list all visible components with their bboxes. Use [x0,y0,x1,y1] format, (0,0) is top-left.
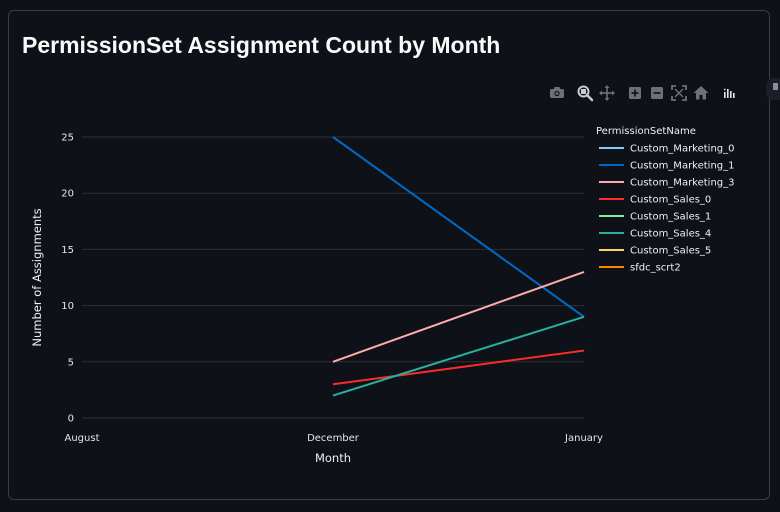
series-lines[interactable] [332,136,585,397]
legend-label: Custom_Sales_5 [630,246,711,257]
y-tick-label: 5 [68,357,74,368]
legend[interactable]: PermissionSetName Custom_Marketing_0 Cust… [596,126,735,274]
x-tick-label: December [307,433,360,444]
x-tick-label: August [65,433,100,444]
y-tick-label: 25 [61,133,74,144]
zoom-icon[interactable] [576,84,594,102]
legend-item[interactable]: sfdc_scrt2 [599,263,681,274]
zoom-in-icon[interactable] [626,84,644,102]
legend-label: Custom_Marketing_3 [630,178,735,189]
legend-item[interactable]: Custom_Sales_4 [599,229,711,240]
y-tick-label: 20 [61,189,74,200]
pan-icon[interactable] [598,84,616,102]
series-line-custom-sales-4[interactable] [332,315,585,397]
legend-label: Custom_Marketing_1 [630,161,735,172]
legend-label: Custom_Sales_0 [630,195,711,206]
gridlines [82,136,584,419]
side-menu-tab[interactable] [766,78,780,100]
legend-label: Custom_Sales_4 [630,229,711,240]
flag-icon [773,83,778,90]
series-line-custom-sales-0[interactable] [332,349,585,386]
series-line-custom-marketing-3[interactable] [332,270,585,363]
legend-title: PermissionSetName [596,126,696,137]
x-axis-title: Month [315,451,351,465]
legend-label: sfdc_scrt2 [630,263,681,274]
legend-item[interactable]: Custom_Marketing_0 [599,144,735,155]
camera-icon[interactable] [548,84,566,102]
legend-label: Custom_Sales_1 [630,212,711,223]
y-axis-title: Number of Assignments [30,208,44,346]
reset-axes-icon[interactable] [692,84,710,102]
y-tick-label: 0 [68,414,74,425]
legend-label: Custom_Marketing_0 [630,144,735,155]
legend-item[interactable]: Custom_Marketing_3 [599,178,735,189]
y-tick-label: 15 [61,245,74,256]
legend-item[interactable]: Custom_Sales_5 [599,246,711,257]
series-line-custom-marketing-1[interactable] [332,136,585,318]
plotly-logo-icon[interactable] [720,84,738,102]
y-axis-ticks: 0 5 10 15 20 25 [61,133,74,425]
legend-item[interactable]: Custom_Marketing_1 [599,161,735,172]
x-tick-label: January [564,433,603,444]
legend-item[interactable]: Custom_Sales_0 [599,195,711,206]
page-title: PermissionSet Assignment Count by Month [22,32,501,58]
y-tick-label: 10 [61,301,74,312]
autoscale-icon[interactable] [670,84,688,102]
legend-item[interactable]: Custom_Sales_1 [599,212,711,223]
zoom-out-icon[interactable] [648,84,666,102]
x-axis-ticks: August December January [65,433,604,444]
